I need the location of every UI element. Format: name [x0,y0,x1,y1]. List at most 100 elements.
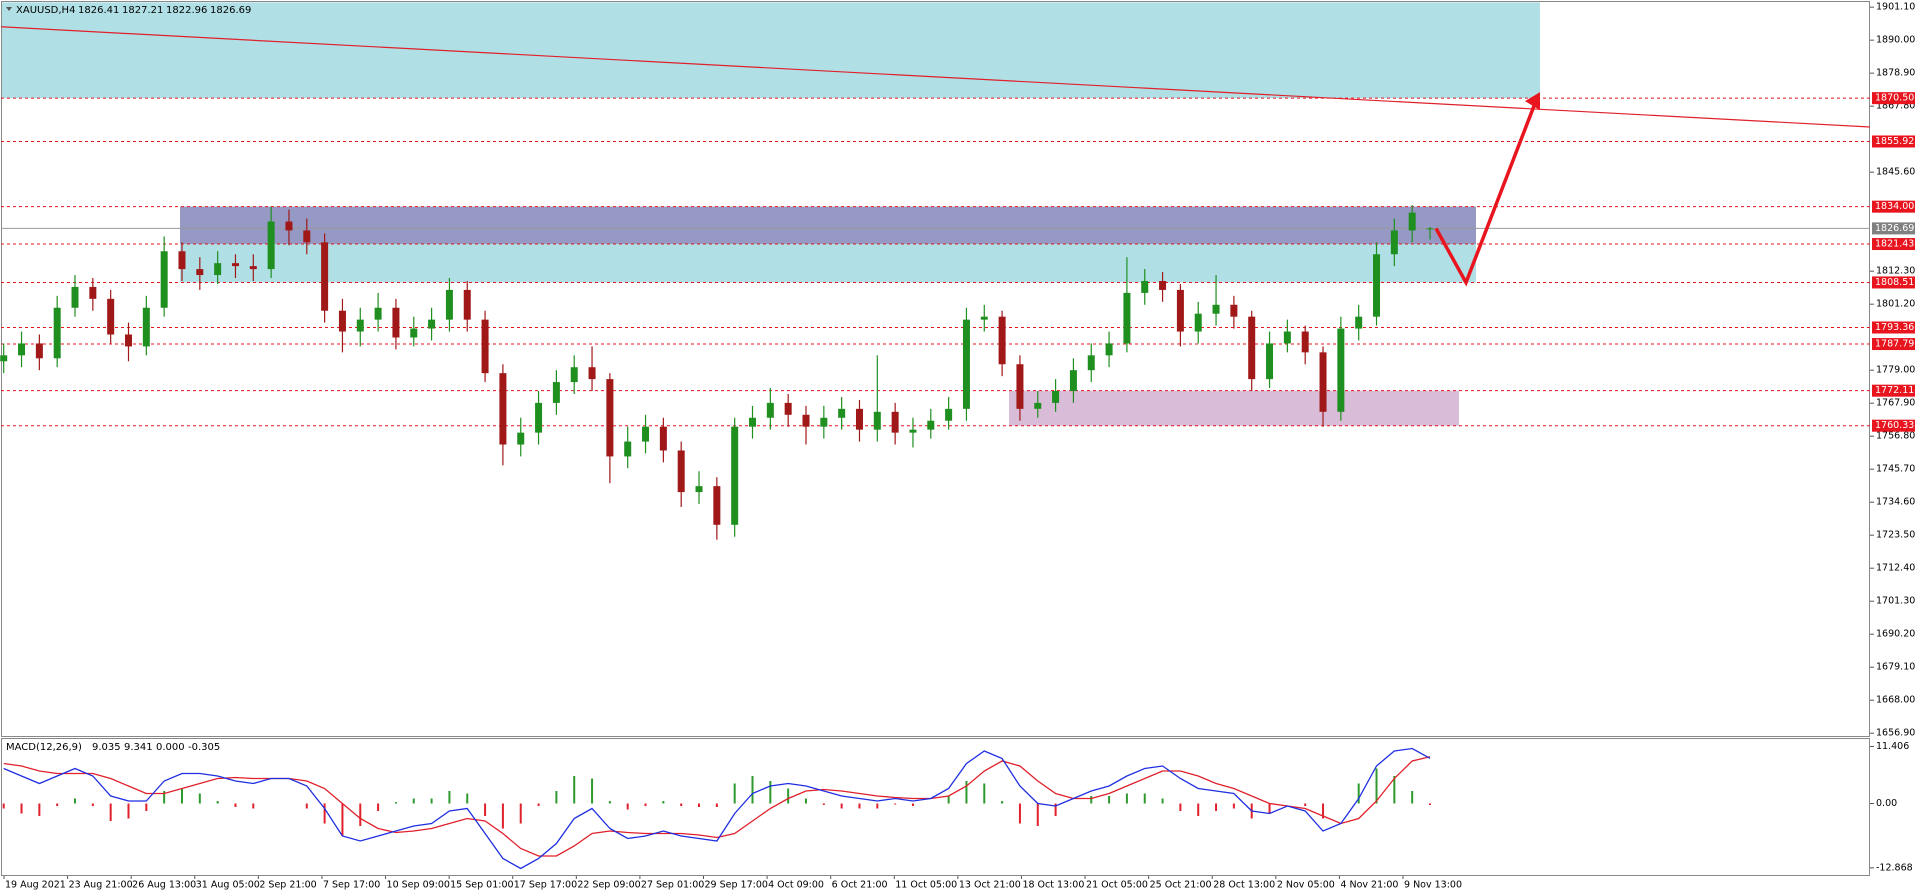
candle-body [1319,352,1327,412]
level-label-box [1872,384,1915,397]
candle-body [178,251,186,270]
candle-body [1194,313,1202,332]
y-tick-label: 1756.80 [1876,431,1915,442]
x-tick-label: 27 Sep 01:00 [641,880,704,891]
candle-body [855,408,863,430]
candle-body [535,402,543,433]
candle-body [499,373,507,445]
candle-body [784,402,792,415]
x-tick-label: 9 Nov 13:00 [1404,880,1462,891]
candle-body [749,417,757,427]
candle-body [927,420,935,430]
candle-body [1373,254,1381,317]
candle-body [35,343,43,359]
candle-body [1159,280,1167,290]
x-tick-label: 10 Sep 09:00 [387,880,450,891]
candle-body [142,307,150,347]
x-tick-label: 23 Aug 21:00 [69,880,133,891]
candle-body [1212,304,1220,314]
candle-body [1283,331,1291,344]
candle-body [1230,304,1238,317]
x-tick-label: 28 Oct 13:00 [1213,880,1275,891]
candle-body [980,316,988,320]
y-tick-label: 1845.60 [1876,167,1915,178]
level-label: 1855.92 [1875,136,1914,147]
x-tick-label: 6 Oct 21:00 [832,880,888,891]
candle-body [552,382,560,403]
y-tick-label: 1867.80 [1876,101,1915,112]
ohlc-value: 1822.96 [166,5,207,16]
candle-body [1069,370,1077,392]
x-tick-label: 31 Aug 05:00 [196,880,260,891]
level-label: 1870.50 [1875,93,1914,104]
x-tick-label: 17 Sep 17:00 [514,880,577,891]
y-tick-label: 1801.20 [1876,299,1915,310]
level-label-box [1872,200,1915,213]
x-tick-label: 7 Sep 17:00 [323,880,380,891]
x-tick-label: 15 Sep 01:00 [450,880,513,891]
x-tick-label: 19 Aug 2021 [5,880,66,891]
zone [1009,390,1459,426]
level-label-box [1872,338,1915,351]
candle-body [1301,331,1309,353]
candle-body [642,426,650,442]
candle-body [766,402,774,418]
candle-body [53,307,61,359]
candle-body [338,310,346,332]
candle-body [445,289,453,320]
y-tick-label: 1890.00 [1876,35,1915,46]
level-label-box [1872,238,1915,251]
candle-body [891,411,899,433]
candle-body [1390,230,1398,255]
candle-body [1408,212,1416,231]
candle-body [160,251,168,308]
y-tick-label: 1656.90 [1876,728,1915,739]
level-label: 1787.79 [1875,339,1914,350]
candle-body [1176,289,1184,332]
candle-body [998,316,1006,365]
candle-body [1105,343,1113,356]
x-tick-label: 21 Oct 05:00 [1086,880,1148,891]
candle-body [356,319,364,332]
level-label: 1760.33 [1875,420,1914,431]
y-tick-label: 1745.70 [1876,464,1915,475]
x-tick-label: 22 Sep 09:00 [577,880,640,891]
current-price-label: 1826.69 [1875,223,1914,234]
ohlc-value: 1827.21 [122,5,163,16]
signal-line [3,756,1431,857]
x-tick-label: 18 Oct 13:00 [1022,880,1084,891]
level-label-box [1872,419,1915,432]
x-tick-label: 2 Nov 05:00 [1277,880,1335,891]
candle-body [1266,343,1274,380]
candle-body [392,307,400,338]
candle-body [1016,364,1024,409]
x-tick-label: 25 Oct 21:00 [1150,880,1212,891]
candle-body [231,263,239,267]
y-tick-label: 1723.50 [1876,530,1915,541]
candle-body [214,263,222,276]
candle-body [517,432,525,445]
candle-body [802,414,810,427]
macd-title: MACD(12,26,9) [6,742,82,753]
price-panel [1,1,1870,737]
x-tick-label: 4 Oct 09:00 [768,880,824,891]
candle-body [249,266,257,270]
level-label-box [1872,321,1915,334]
candle-body [125,334,133,347]
candle-body [624,441,632,457]
level-label-box [1872,135,1915,148]
symbol: XAUUSD,H4 [16,5,75,16]
candle-body [1123,292,1131,344]
x-tick-label: 2 Sep 21:00 [259,880,316,891]
level-label: 1808.51 [1875,277,1914,288]
level-label-box [1872,276,1915,289]
candle-body [570,367,578,383]
y-tick-label: 1712.40 [1876,563,1915,574]
projection-arrow [1434,97,1539,287]
zone [1,2,1540,99]
candle-body [695,486,703,493]
candle-body [1034,402,1042,409]
y-tick-label: 1878.90 [1876,68,1915,79]
level-label: 1834.00 [1875,201,1914,212]
